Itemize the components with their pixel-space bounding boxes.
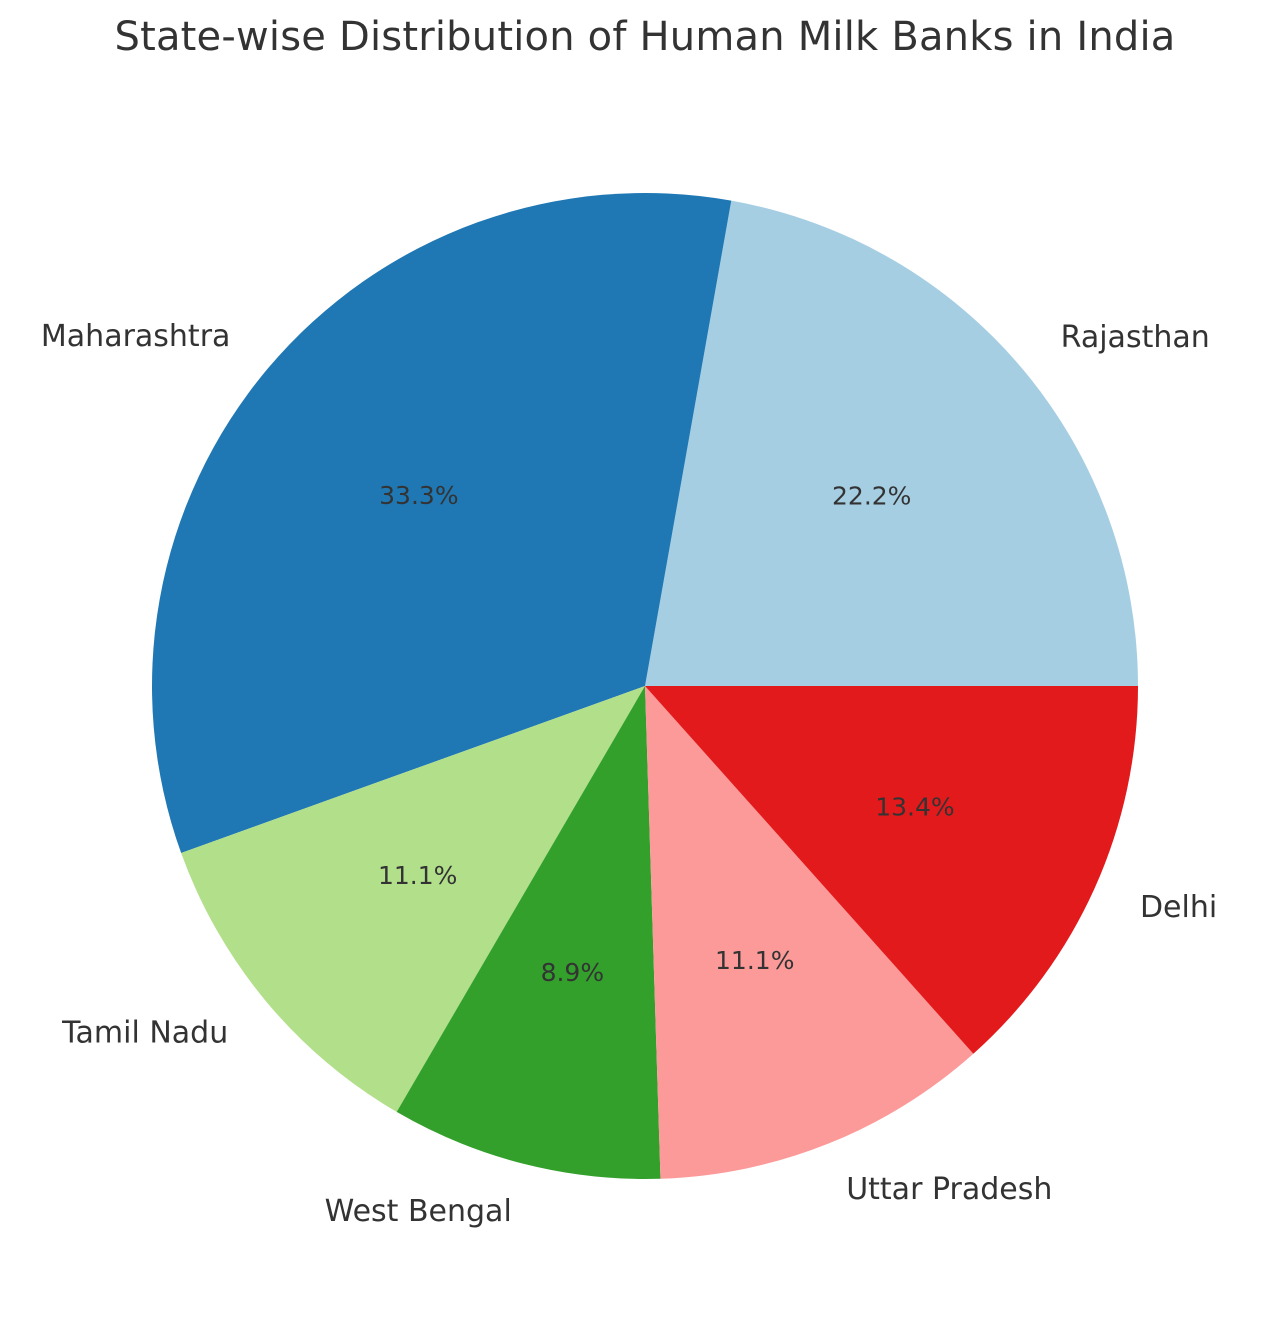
slice-percent-west-bengal: 8.9% — [541, 958, 605, 987]
slice-label-west-bengal: West Bengal — [325, 1194, 512, 1229]
slice-percent-uttar-pradesh: 11.1% — [715, 946, 794, 975]
pie-labels: Rajasthan 22.2% Maharashtra 33.3% Tamil Nadu… — [41, 319, 1217, 1229]
slice-label-tamil-nadu: Tamil Nadu — [61, 1015, 228, 1050]
slice-label-rajasthan: Rajasthan — [1061, 320, 1210, 355]
slice-percent-rajasthan: 22.2% — [832, 482, 911, 511]
slice-percent-delhi: 13.4% — [875, 792, 954, 821]
slice-label-uttar-pradesh: Uttar Pradesh — [846, 1172, 1052, 1207]
pie-slice-tamil-nadu — [181, 686, 645, 1112]
pie-slice-west-bengal — [396, 686, 661, 1179]
chart-title: State-wise Distribution of Human Milk Ba… — [114, 14, 1176, 60]
pie-slices — [151, 193, 1138, 1179]
slice-label-maharashtra: Maharashtra — [41, 319, 231, 354]
pie-slice-rajasthan — [645, 200, 1138, 686]
slice-percent-maharashtra: 33.3% — [379, 481, 458, 510]
pie-slice-uttar-pradesh — [645, 686, 974, 1179]
pie-slice-maharashtra — [151, 193, 732, 853]
slice-label-delhi: Delhi — [1140, 890, 1217, 925]
pie-slice-delhi — [645, 686, 1138, 1054]
slice-percent-tamil-nadu: 11.1% — [378, 861, 457, 890]
